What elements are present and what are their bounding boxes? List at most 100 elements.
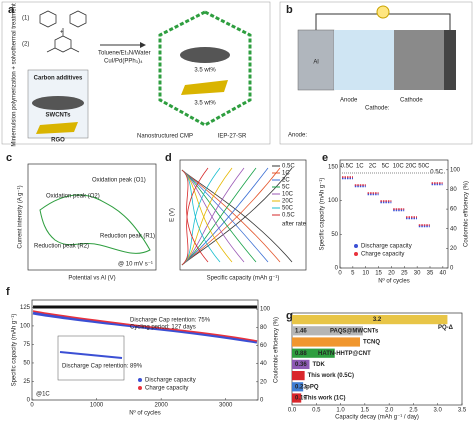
x-tick-label: 0 (30, 403, 34, 409)
category-label: This work (0.5C) (308, 373, 354, 379)
y2-tick-label: 20 (260, 379, 267, 385)
x-tick-label: 3000 (219, 403, 233, 409)
panel-d-axes (179, 159, 307, 271)
monomer-1 (39, 10, 87, 28)
anode-eq: Anode: (288, 133, 307, 139)
annotation: @1C (36, 392, 50, 398)
bar (292, 315, 448, 325)
x-axis-label: Specific capacity (mAh g⁻¹) (207, 276, 280, 282)
rate-label: 5C (382, 164, 390, 170)
x-tick-label: 2.0 (385, 408, 394, 414)
rgo-icon (36, 122, 78, 134)
panel-label: e (322, 152, 328, 164)
x-tick-label: 0.5 (312, 408, 321, 414)
legend-label: 5C (282, 185, 290, 191)
x-tick-label: 2000 (154, 403, 168, 409)
value-label: 1.46 (295, 328, 307, 334)
x-tick-label: 40 (440, 271, 447, 277)
cmp-rgo (181, 80, 228, 95)
bar (292, 326, 363, 336)
cathode (394, 30, 444, 90)
bar (292, 371, 305, 381)
cmp-network (158, 10, 252, 127)
inset-curve (59, 351, 123, 359)
gcd-curve (181, 167, 209, 266)
y-tick-label: 125 (20, 305, 31, 311)
annotation: after rate (282, 222, 307, 228)
cathode-label: Cathode (400, 98, 423, 104)
x-tick-label: 1000 (90, 403, 104, 409)
legend-label: 0.5C (282, 213, 295, 219)
y2-tick-label: 0 (450, 266, 454, 272)
bar (292, 348, 335, 358)
legend-label: 0.5C (282, 164, 295, 170)
value-label: 0.36 (295, 362, 307, 368)
cv-curve (39, 194, 151, 254)
loading: 3.5 wt% (194, 101, 216, 107)
x-tick-label: 0.0 (288, 408, 297, 414)
y-tick-label: 50 (23, 361, 30, 367)
f-discharge (32, 311, 258, 344)
loading: 3.5 wt% (194, 68, 216, 74)
annotation: Discharge Cap retention: 75% (130, 318, 211, 324)
x-tick-label: 35 (427, 271, 434, 277)
plus: + (60, 30, 64, 36)
y2-tick-label: 0 (260, 398, 264, 404)
annotation: @ 10 mV s⁻¹ (118, 262, 153, 268)
y2-tick-label: 100 (260, 307, 271, 313)
x-tick-label: 30 (414, 271, 421, 277)
x-tick-label: 3.5 (458, 408, 467, 414)
legend-label: 50C (282, 206, 294, 212)
x-tick-label: 10 (362, 271, 369, 277)
x-tick-label: 20 (388, 271, 395, 277)
monomer-2 (46, 28, 80, 53)
y2-axis-label: Coulombic efficiency (%) (274, 317, 280, 383)
legend-label: 20C (282, 199, 294, 205)
value-label: 0.88 (295, 351, 307, 357)
legend-label: 10C (282, 192, 294, 198)
cathode-eq: Cathode: (365, 106, 390, 112)
y-axis-label: E (V) (170, 208, 176, 222)
y2-tick-label: 40 (450, 226, 457, 232)
y-tick-label: 75 (23, 342, 30, 348)
panel-c-axes (27, 163, 157, 271)
category-label: This work (1C) (304, 396, 345, 402)
category-label: TDK (312, 362, 325, 368)
y2-tick-label: 60 (260, 343, 267, 349)
panel-e-axes (339, 159, 449, 269)
rate-label: 10C (393, 164, 405, 170)
y2-axis-label: Coulombic efficiency (%) (464, 181, 470, 247)
x-tick-label: 2.5 (409, 408, 418, 414)
bulb (376, 5, 390, 19)
legend-label: Discharge capacity (361, 244, 412, 250)
annotation: Reduction peak (R1) (100, 234, 155, 240)
legend-swatch (138, 386, 142, 390)
y-tick-label: 0 (27, 398, 31, 404)
legend-label: Charge capacity (145, 386, 188, 392)
conditions: CuI/Pd(PPh₃)₄ (104, 59, 143, 65)
electrode-label: Al (313, 60, 318, 66)
panel-label: d (165, 152, 172, 164)
y2-tick-label: 80 (260, 325, 267, 331)
legend-label: Discharge capacity (145, 378, 196, 384)
category-label: TCNQ (363, 340, 380, 346)
gcd-curves (181, 167, 293, 266)
y2-tick-label: 20 (450, 246, 457, 252)
x-tick-label: 15 (375, 271, 382, 277)
x-tick-label: 0 (338, 271, 342, 277)
annotation: Reduction peak (R2) (34, 244, 89, 250)
category-label: PQ-Δ (438, 325, 454, 331)
y-axis-label: Specific capacity (mAh g⁻¹) (320, 178, 326, 251)
legend-label: Charge capacity (361, 252, 404, 258)
panel-label: a (8, 4, 15, 16)
y-tick-label: 100 (20, 324, 31, 330)
x-axis-label: Nº of cycles (129, 410, 161, 417)
x-axis-label: Nº of cycles (378, 278, 410, 285)
y-axis-label: Specific capacity (mAh g⁻¹) (12, 314, 18, 387)
legend-label: 1C (282, 171, 290, 177)
x-tick-label: 5 (351, 271, 355, 277)
x-tick-label: 3.0 (434, 408, 443, 414)
electrolyte (334, 30, 394, 90)
x-axis-label: Potential vs Al (V) (68, 276, 115, 282)
